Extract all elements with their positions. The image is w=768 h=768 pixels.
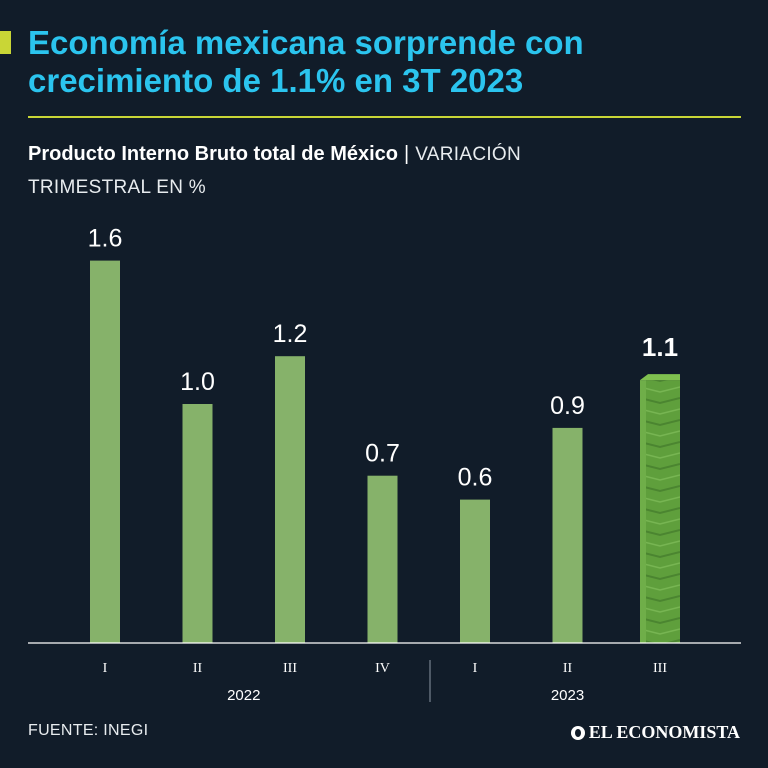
year-group-label: 2022	[227, 687, 260, 704]
year-group-label: 2023	[551, 687, 584, 704]
subtitle-unit-line-1: VARIACIÓN	[415, 144, 522, 165]
title-line-1: Economía mexicana sorprende con	[28, 24, 584, 61]
bar	[460, 499, 490, 643]
brand-name: EL ECONOMISTA	[588, 722, 740, 742]
bar-value-label: 1.1	[642, 332, 678, 362]
bar	[552, 427, 583, 643]
bar	[90, 260, 120, 643]
bar-value-label: 0.9	[550, 392, 585, 420]
x-tick-label: III	[653, 661, 667, 676]
bar-value-label: 1.2	[273, 320, 308, 348]
title-divider	[28, 116, 741, 118]
bar	[367, 475, 398, 643]
bar-value-label: 1.0	[180, 368, 215, 396]
bar-highlight	[640, 374, 680, 643]
bar-value-label: 1.6	[88, 225, 123, 253]
subtitle-separator: |	[404, 143, 410, 165]
source-note: FUENTE: INEGI	[28, 722, 149, 739]
brand-logo: EL ECONOMISTA	[570, 722, 740, 743]
bar-value-label: 0.6	[458, 464, 493, 492]
x-tick-label: III	[283, 661, 297, 676]
x-tick-label: II	[193, 661, 203, 676]
chart-subtitle: Producto Interno Bruto total de México | V…	[28, 138, 728, 204]
x-tick-label: I	[473, 661, 478, 676]
brand-icon	[570, 725, 585, 740]
bar	[182, 404, 213, 643]
x-tick-label: IV	[375, 661, 390, 676]
x-tick-label: II	[563, 661, 573, 676]
subtitle-unit-line-2: TRIMESTRAL EN %	[28, 177, 206, 198]
bar-value-label: 0.7	[365, 440, 400, 468]
bar	[275, 356, 305, 643]
x-tick-label: I	[103, 661, 108, 676]
title-accent-square	[0, 31, 11, 54]
title-line-2: crecimiento de 1.1% en 3T 2023	[28, 62, 524, 99]
subtitle-main: Producto Interno Bruto total de México	[28, 143, 399, 165]
page-title: Economía mexicana sorprende con crecimie…	[28, 24, 748, 100]
